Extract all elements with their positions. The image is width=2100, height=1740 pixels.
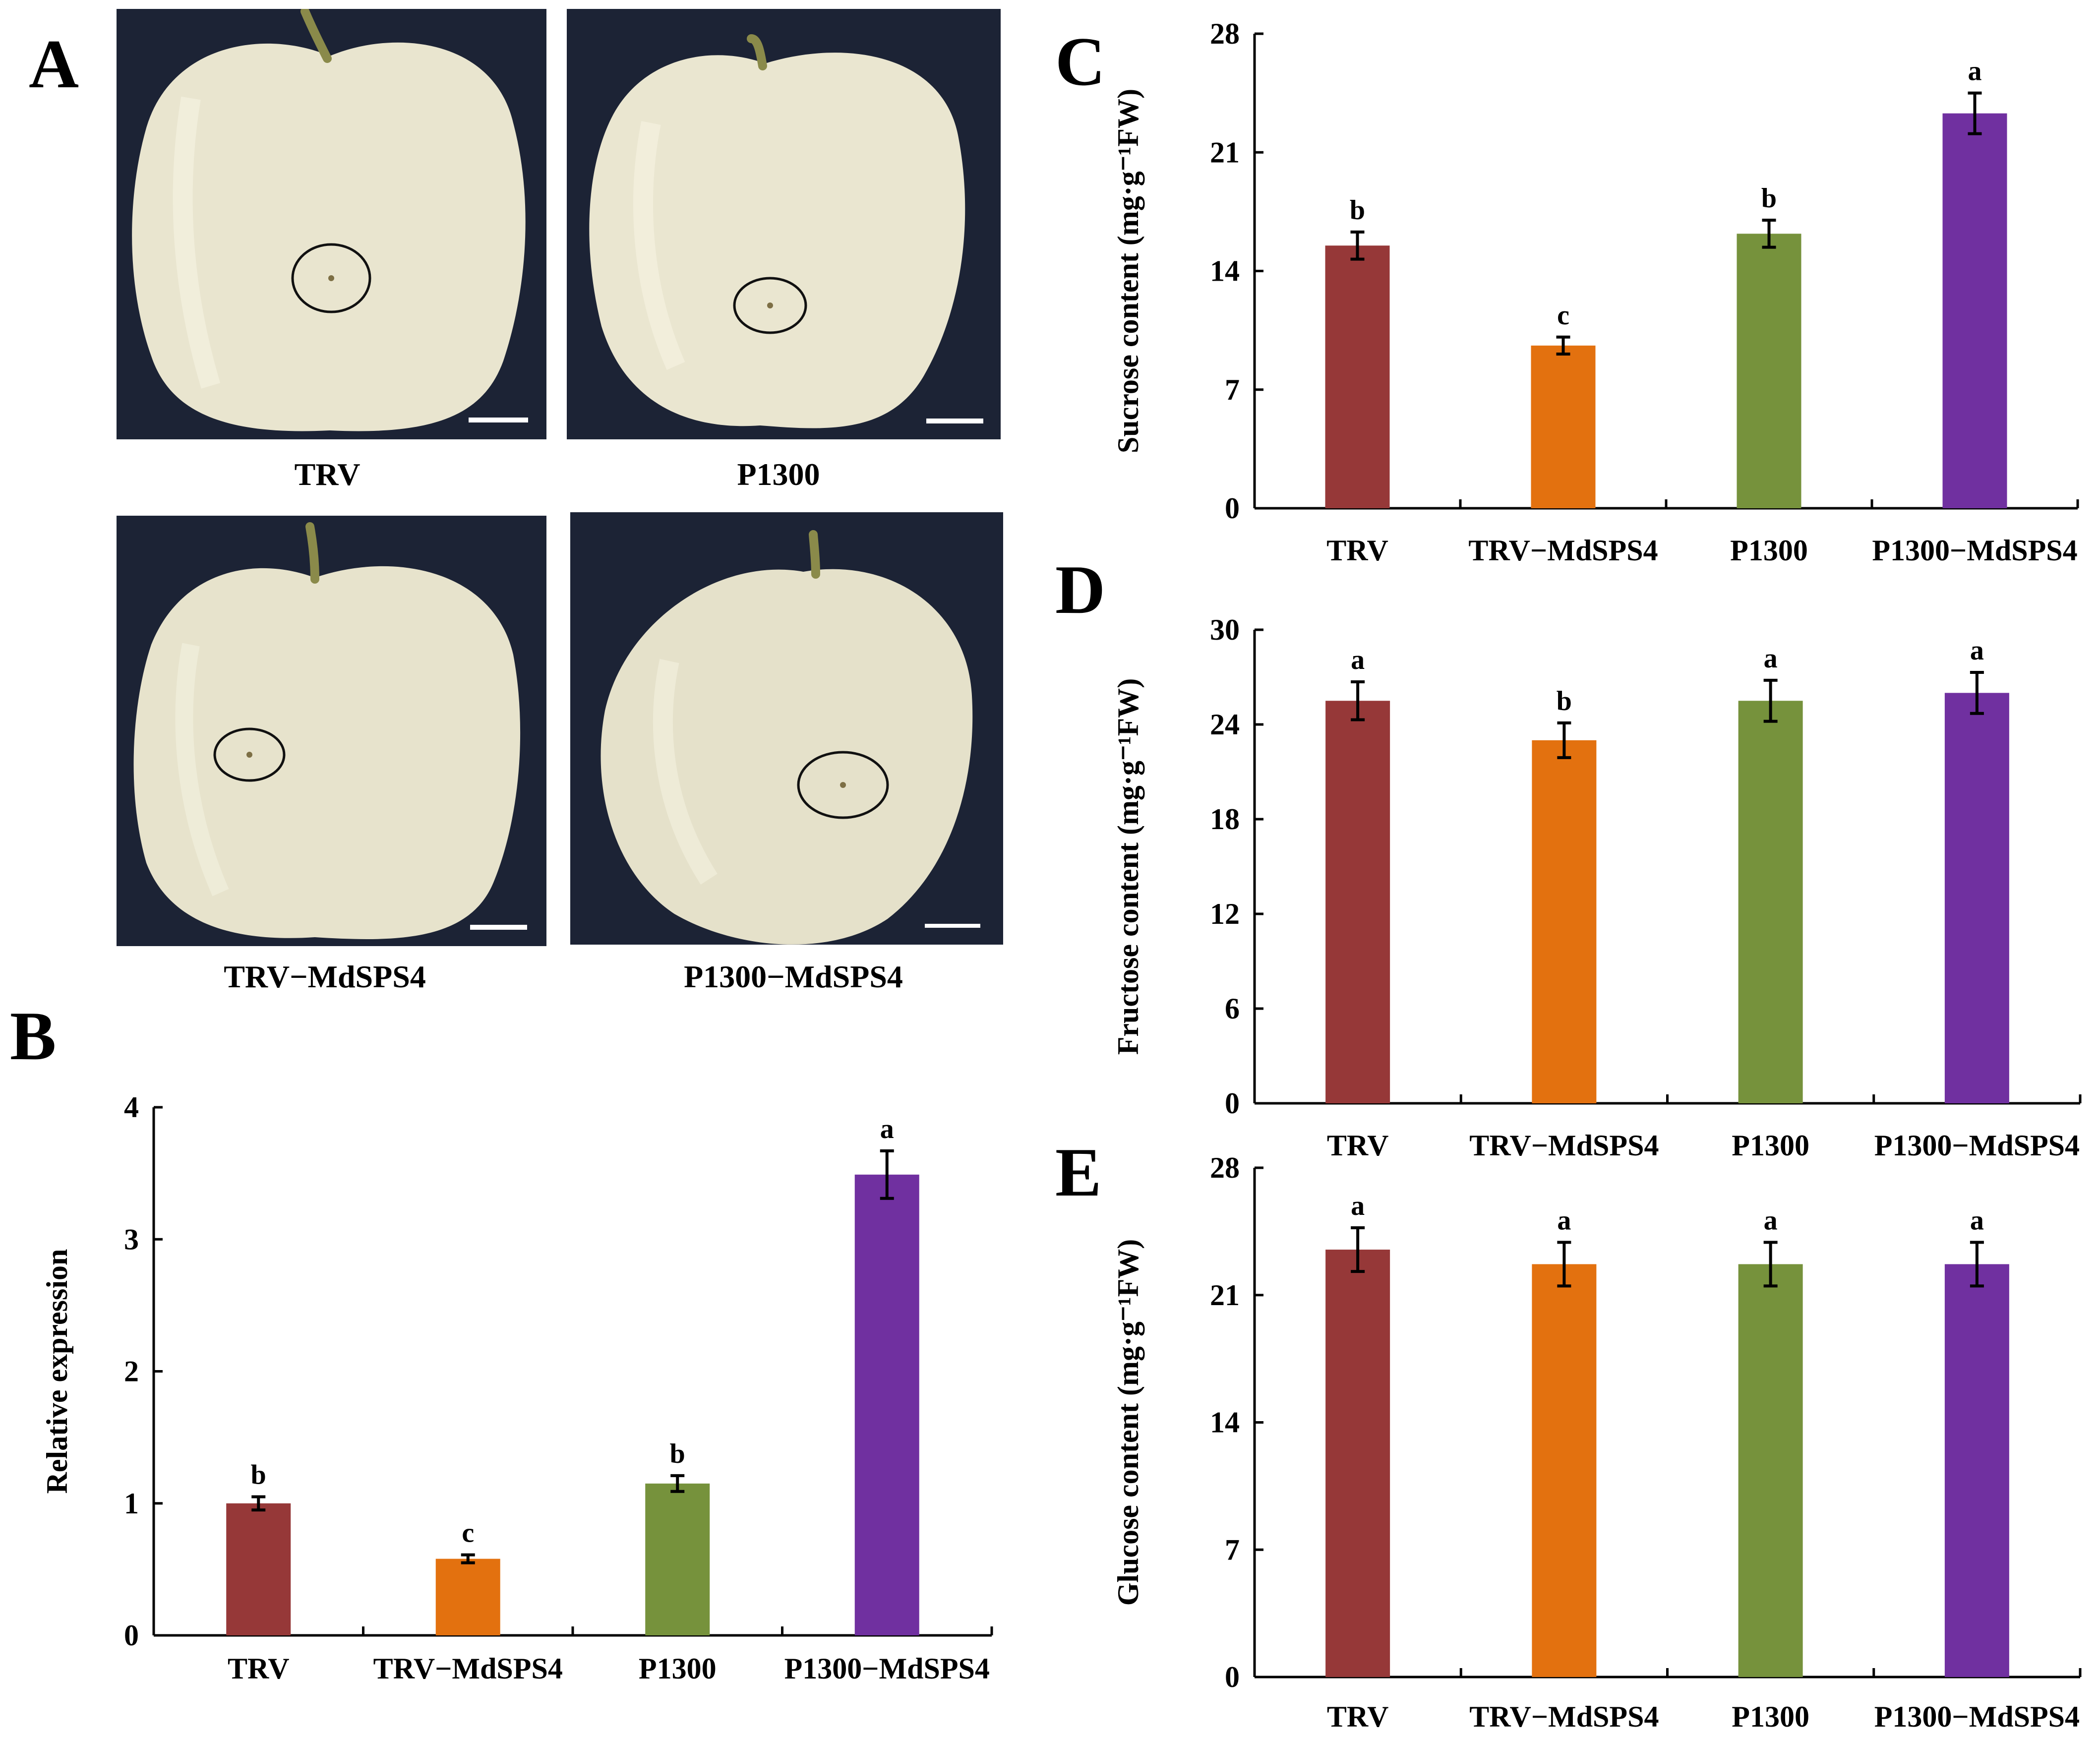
photo-caption-p1300-mdsps4: P1300−MdSPS4 xyxy=(684,959,903,994)
bar-p1300 xyxy=(645,1483,710,1635)
x-tick-label-trv-mdsps4: TRV−MdSPS4 xyxy=(1468,534,1658,567)
photo-caption-trv-mdsps4: TRV−MdSPS4 xyxy=(224,959,426,994)
y-tick-label: 0 xyxy=(1225,492,1240,525)
sucrose-content-chart: 0 7 14 21 28 Sucrose content (mg·g⁻¹FW) b TRV c T… xyxy=(1112,17,2079,567)
y-tick-label: 6 xyxy=(1225,992,1240,1025)
y-tick-label: 0 xyxy=(124,1619,139,1652)
bar-p1300-mdsps4 xyxy=(1944,1264,2009,1677)
x-tick-label-trv: TRV xyxy=(228,1652,290,1685)
bar-p1300 xyxy=(1737,234,1801,508)
bar-trv xyxy=(226,1503,291,1635)
y-tick-label: 3 xyxy=(124,1223,139,1256)
significance-label-trv-mdsps4: a xyxy=(1557,1205,1571,1236)
y-tick-label: 7 xyxy=(1225,373,1240,406)
photo-caption-trv: TRV xyxy=(294,457,360,492)
apple-photo-p1300 xyxy=(567,9,1001,439)
significance-label-p1300-mdsps4: a xyxy=(880,1114,894,1144)
bar-trv-mdsps4 xyxy=(1532,1264,1597,1677)
significance-label-p1300-mdsps4: a xyxy=(1970,635,1984,666)
y-tick-label: 24 xyxy=(1210,708,1240,741)
x-tick-label-p1300-mdsps4: P1300−MdSPS4 xyxy=(784,1652,990,1685)
y-tick-label: 18 xyxy=(1210,803,1240,836)
x-tick-label-p1300-mdsps4: P1300−MdSPS4 xyxy=(1874,1700,2080,1733)
glucose-content-chart: 0 7 14 21 28 Glucose content (mg·g⁻¹FW) a TRV a T… xyxy=(1112,1151,2082,1733)
significance-label-trv-mdsps4: c xyxy=(462,1518,474,1549)
bar-p1300 xyxy=(1738,701,1803,1103)
panel-label-a: A xyxy=(29,26,79,103)
y-tick-label: 2 xyxy=(124,1355,139,1388)
x-tick-label-p1300: P1300 xyxy=(1732,1129,1809,1162)
bar-trv-mdsps4 xyxy=(1532,740,1597,1103)
y-tick-label: 28 xyxy=(1210,17,1240,50)
significance-label-p1300: a xyxy=(1764,643,1778,674)
bar-trv xyxy=(1325,701,1390,1103)
significance-label-p1300: b xyxy=(1761,183,1777,214)
apple-photo-trv xyxy=(117,9,546,439)
x-tick-label-p1300: P1300 xyxy=(1730,534,1808,567)
bar-trv xyxy=(1325,1250,1390,1677)
photo-caption-p1300: P1300 xyxy=(737,457,820,492)
bar-p1300-mdsps4 xyxy=(854,1174,919,1635)
apple-photo-trv-mdsps4 xyxy=(117,516,546,946)
y-tick-label: 7 xyxy=(1225,1533,1240,1566)
apple-image xyxy=(132,9,528,431)
x-tick-label-p1300-mdsps4: P1300−MdSPS4 xyxy=(1874,1129,2080,1162)
y-axis-title: Fructose content (mg·g⁻¹FW) xyxy=(1112,678,1144,1055)
y-axis-title: Sucrose content (mg·g⁻¹FW) xyxy=(1112,89,1144,453)
bar-p1300-mdsps4 xyxy=(1942,113,2007,508)
y-tick-label: 4 xyxy=(124,1091,139,1124)
significance-label-trv: b xyxy=(251,1459,266,1490)
y-tick-label: 0 xyxy=(1225,1087,1240,1120)
bar-p1300 xyxy=(1738,1264,1803,1677)
y-tick-label: 30 xyxy=(1210,613,1240,646)
significance-label-p1300: a xyxy=(1764,1205,1778,1236)
fructose-content-chart: 0 6 12 18 24 30 Fructose content (mg·g⁻¹FW) a TR… xyxy=(1112,613,2082,1162)
panel-label-c: C xyxy=(1055,23,1106,100)
panel-label-e: E xyxy=(1055,1134,1102,1211)
y-tick-label: 14 xyxy=(1210,1406,1240,1439)
y-tick-label: 12 xyxy=(1210,898,1240,930)
y-axis-title: Glucose content (mg·g⁻¹FW) xyxy=(1112,1239,1144,1606)
y-tick-label: 28 xyxy=(1210,1151,1240,1184)
significance-label-trv-mdsps4: b xyxy=(1557,686,1572,717)
apple-image xyxy=(589,34,983,428)
significance-label-p1300: b xyxy=(670,1439,685,1469)
apple-image xyxy=(600,530,980,945)
apple-image xyxy=(133,522,527,939)
bar-trv-mdsps4 xyxy=(1531,345,1596,508)
apple-photo-p1300-mdsps4 xyxy=(570,512,1003,945)
x-tick-label-trv: TRV xyxy=(1327,1129,1389,1162)
x-tick-label-p1300-mdsps4: P1300−MdSPS4 xyxy=(1872,534,2077,567)
panel-label-d: D xyxy=(1055,551,1106,628)
y-axis-title: Relative expression xyxy=(41,1249,73,1494)
y-tick-label: 14 xyxy=(1210,255,1240,288)
significance-label-trv-mdsps4: c xyxy=(1557,300,1569,331)
bar-trv-mdsps4 xyxy=(435,1559,500,1635)
x-tick-label-trv: TRV xyxy=(1326,534,1388,567)
significance-label-trv: a xyxy=(1351,645,1365,675)
panel-label-b: B xyxy=(10,998,57,1075)
relative-expression-chart: 0 1 2 3 4 Relative expression b TRV c TRV−MdSPS4 b… xyxy=(41,1091,993,1685)
x-tick-label-p1300: P1300 xyxy=(639,1652,717,1685)
y-tick-label: 21 xyxy=(1210,136,1240,169)
significance-label-trv: a xyxy=(1351,1191,1365,1221)
y-tick-label: 0 xyxy=(1225,1661,1240,1693)
x-tick-label-p1300: P1300 xyxy=(1732,1700,1809,1733)
significance-label-p1300-mdsps4: a xyxy=(1968,56,1982,87)
x-tick-label-trv-mdsps4: TRV−MdSPS4 xyxy=(1469,1700,1659,1733)
significance-label-p1300-mdsps4: a xyxy=(1970,1205,1984,1236)
x-tick-label-trv-mdsps4: TRV−MdSPS4 xyxy=(373,1652,563,1685)
significance-label-trv: b xyxy=(1350,195,1365,226)
y-tick-label: 1 xyxy=(124,1487,139,1520)
y-tick-label: 21 xyxy=(1210,1279,1240,1312)
bar-trv xyxy=(1325,245,1390,508)
x-tick-label-trv-mdsps4: TRV−MdSPS4 xyxy=(1469,1129,1659,1162)
x-tick-label-trv: TRV xyxy=(1327,1700,1389,1733)
bar-p1300-mdsps4 xyxy=(1944,693,2009,1103)
